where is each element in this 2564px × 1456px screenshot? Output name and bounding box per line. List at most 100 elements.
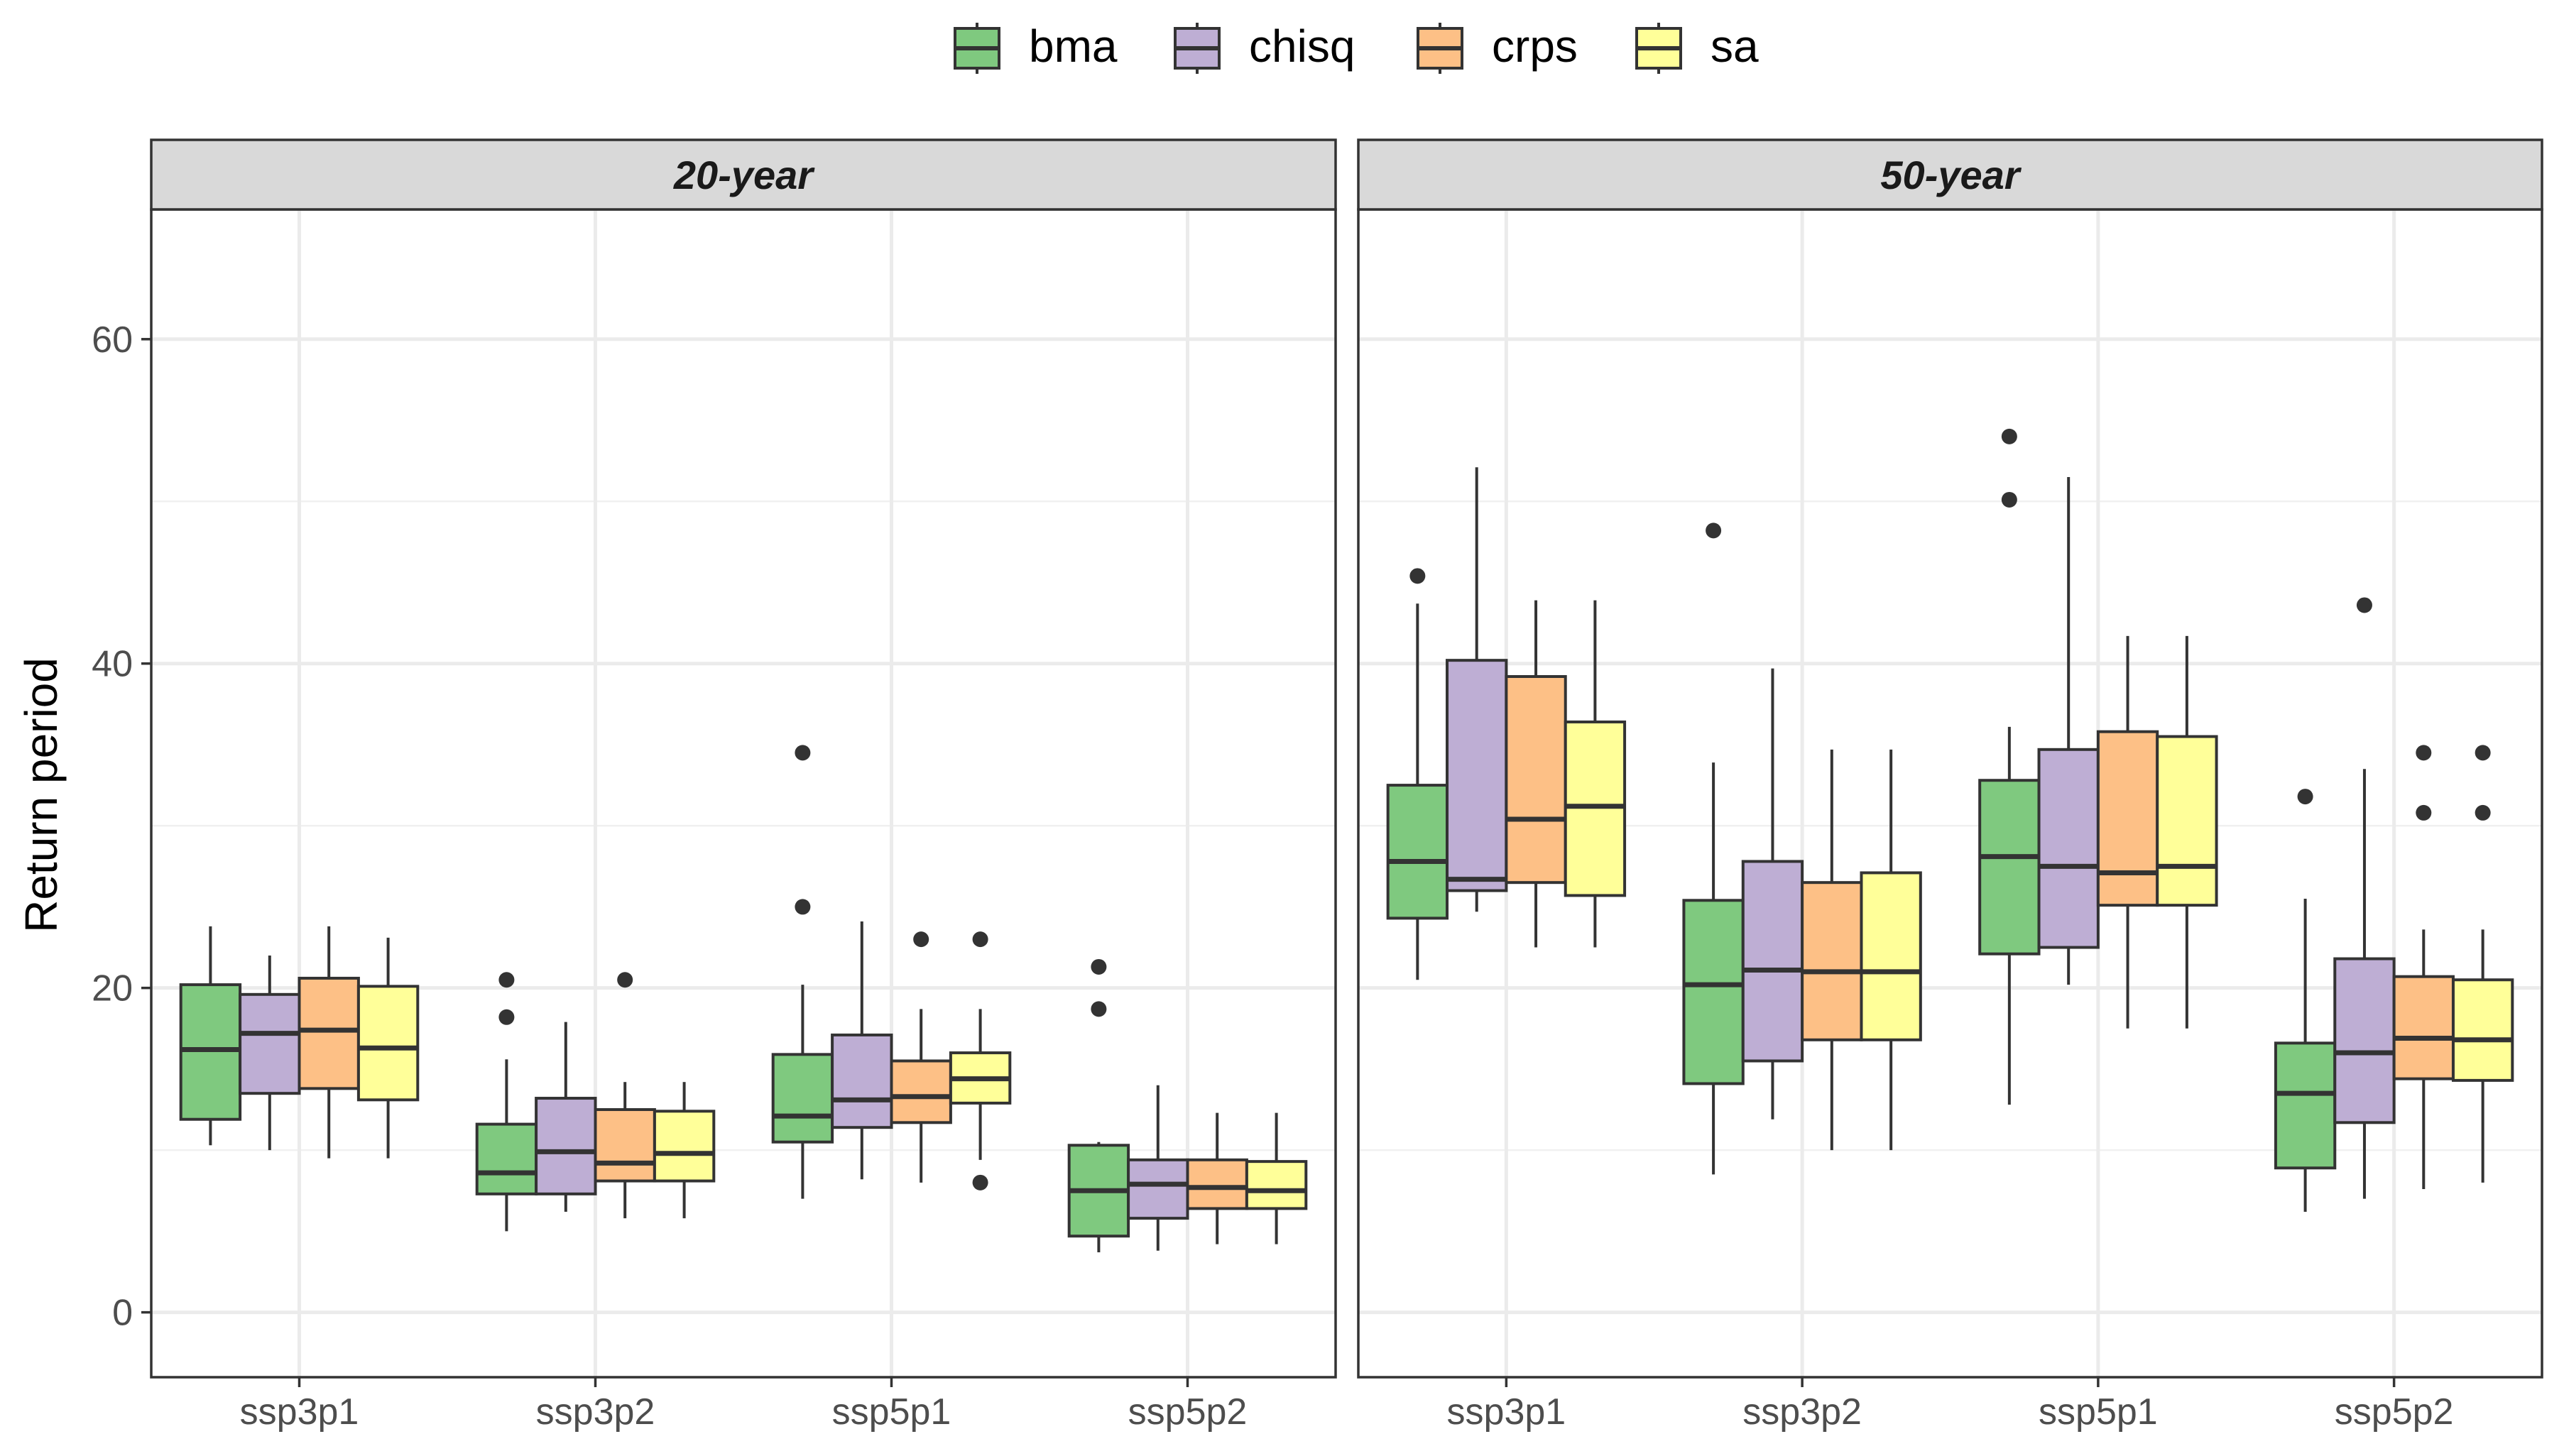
outlier-point — [972, 931, 988, 948]
outlier-point — [1091, 1001, 1107, 1017]
legend-item-crps: crps — [1417, 21, 1578, 74]
outlier-point — [2001, 428, 2017, 444]
box-body — [1741, 860, 1804, 1063]
legend-label-bma: bma — [1029, 21, 1118, 72]
x-tick-label: ssp5p1 — [832, 1391, 951, 1433]
outlier-point — [498, 972, 515, 988]
box-sa — [1860, 749, 1922, 1151]
box-crps — [890, 931, 952, 1183]
outlier-point — [1706, 522, 1722, 539]
outlier-point — [2475, 804, 2491, 821]
y-axis-title: Return period — [16, 657, 67, 933]
box-body — [239, 992, 301, 1095]
box-body — [831, 1033, 893, 1129]
legend: bma chisq crps sa — [954, 21, 1759, 74]
x-tick-label: ssp5p2 — [1128, 1391, 1248, 1433]
strip-label: 50-year — [1880, 153, 2022, 197]
box-chisq — [535, 1022, 597, 1212]
strip-label: 20-year — [673, 153, 815, 197]
box-body — [1386, 784, 1449, 920]
box-crps — [2392, 745, 2455, 1189]
outlier-point — [2356, 597, 2372, 613]
y-tick-label: 0 — [112, 1293, 133, 1334]
box-sa — [949, 931, 1012, 1190]
box-group-ssp5p1 — [771, 745, 1012, 1199]
outlier-point — [498, 1009, 515, 1025]
x-tick-label: ssp5p2 — [2335, 1391, 2454, 1433]
outlier-point — [2416, 804, 2432, 821]
box-crps — [1505, 600, 1567, 948]
legend-label-chisq: chisq — [1249, 21, 1355, 72]
box-chisq — [1741, 668, 1804, 1120]
x-tick-label: ssp5p1 — [2039, 1391, 2158, 1433]
box-sa — [2156, 635, 2218, 1029]
box-body — [2451, 978, 2514, 1082]
box-bma — [1682, 522, 1745, 1175]
box-group-ssp3p2 — [1682, 522, 1922, 1175]
box-crps — [1186, 1112, 1248, 1244]
box-group-ssp3p1 — [179, 926, 420, 1159]
outlier-point — [2001, 491, 2017, 508]
outlier-point — [795, 745, 811, 761]
outlier-point — [1409, 568, 1426, 584]
box-body — [653, 1110, 716, 1183]
box-body — [535, 1097, 597, 1195]
box-body — [2037, 748, 2100, 949]
box-sa — [356, 937, 420, 1159]
box-group-ssp5p2 — [2274, 597, 2514, 1212]
box-group-ssp3p2 — [475, 972, 716, 1232]
box-body — [2333, 957, 2396, 1124]
box-crps — [594, 972, 656, 1219]
outlier-point — [913, 931, 929, 948]
x-tick-label: ssp3p1 — [240, 1391, 359, 1433]
box-body — [1860, 871, 1922, 1041]
legend-item-bma: bma — [954, 21, 1118, 74]
box-chisq — [1446, 467, 1508, 912]
box-body — [1245, 1160, 1308, 1210]
box-body — [2096, 730, 2159, 907]
box-body — [2274, 1041, 2337, 1170]
box-chisq — [1127, 1085, 1189, 1251]
y-axis: 0 20 40 60 — [92, 319, 151, 1334]
box-crps — [2096, 635, 2159, 1029]
box-bma — [1067, 958, 1130, 1253]
legend-item-sa: sa — [1635, 21, 1759, 74]
box-sa — [653, 1082, 716, 1219]
box-body — [1127, 1158, 1189, 1220]
legend-label-crps: crps — [1492, 21, 1578, 72]
box-body — [475, 1122, 538, 1195]
box-sa — [1564, 600, 1627, 948]
y-tick-label: 60 — [92, 319, 133, 361]
box-chisq — [2037, 476, 2100, 985]
box-sa — [1245, 1112, 1308, 1244]
box-group-ssp5p1 — [1978, 428, 2218, 1105]
facet-panels: 20-year ssp3p1 ssp3p2 ssp5p1 ssp5p2 50-year ss… — [150, 138, 2543, 1433]
box-body — [1446, 659, 1508, 892]
strip-background — [1357, 138, 2543, 211]
box-body — [2392, 975, 2455, 1080]
outlier-point — [795, 899, 811, 915]
box-chisq — [831, 921, 893, 1180]
outlier-point — [2416, 745, 2432, 761]
box-body — [298, 976, 360, 1090]
y-tick-label: 40 — [92, 644, 133, 685]
box-chisq — [239, 955, 301, 1151]
legend-label-sa: sa — [1711, 21, 1759, 72]
outlier-point — [972, 1174, 988, 1190]
box-body — [594, 1108, 656, 1183]
outlier-point — [2297, 789, 2313, 805]
panel-20-year: 20-year ssp3p1 ssp3p2 ssp5p1 ssp5p2 — [150, 138, 1337, 1433]
outlier-point — [617, 972, 633, 988]
box-body — [1682, 899, 1745, 1085]
box-bma — [2274, 789, 2337, 1212]
box-bma — [1978, 428, 2041, 1105]
box-group-ssp5p2 — [1067, 958, 1308, 1253]
box-body — [356, 985, 420, 1102]
strip-background — [150, 138, 1337, 211]
box-body — [890, 1059, 952, 1124]
box-body — [2156, 735, 2218, 907]
outlier-point — [1091, 958, 1107, 975]
box-group-ssp3p1 — [1386, 467, 1627, 980]
box-body — [1978, 779, 2041, 956]
